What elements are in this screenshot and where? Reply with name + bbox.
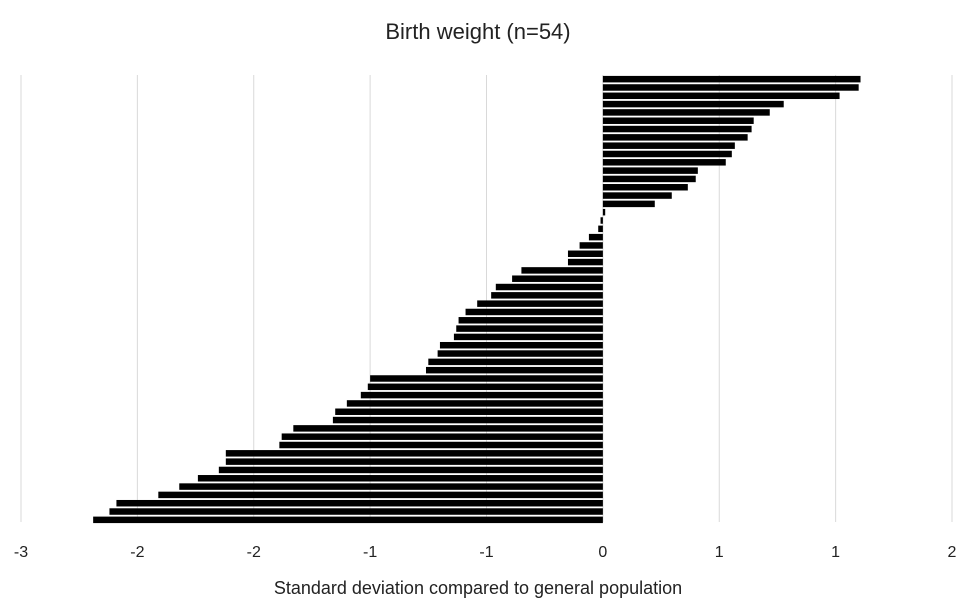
bar (93, 516, 603, 524)
chart-title: Birth weight (n=54) (385, 19, 570, 44)
bar (602, 134, 748, 141)
x-axis-title: Standard deviation compared to general p… (274, 578, 682, 598)
bar (428, 358, 603, 366)
bar (335, 408, 603, 415)
bar (465, 308, 603, 316)
x-tick-label: -1 (363, 544, 377, 561)
bar (281, 433, 603, 440)
bar (197, 475, 603, 482)
bar (456, 325, 603, 332)
bar (602, 117, 754, 124)
x-tick-label: -2 (130, 544, 144, 561)
bar (439, 341, 603, 349)
bar (218, 466, 603, 474)
bar (602, 208, 606, 216)
bar (495, 283, 603, 291)
bar (225, 458, 603, 465)
bar (602, 175, 696, 183)
bar (600, 217, 603, 224)
bar (158, 491, 603, 499)
bar (109, 508, 603, 515)
x-tick-label: 1 (831, 544, 840, 561)
bar (116, 499, 603, 507)
bar (602, 109, 770, 116)
bar (602, 167, 698, 174)
bar (602, 84, 859, 91)
bar (360, 391, 603, 399)
bar (567, 258, 603, 266)
bar (293, 425, 603, 432)
bar (458, 317, 603, 324)
bar (521, 267, 603, 274)
x-tick-label: -1 (479, 544, 493, 561)
bar (453, 333, 603, 341)
bar (579, 242, 603, 249)
bar (370, 375, 603, 382)
bar (567, 250, 603, 258)
bar (512, 275, 603, 282)
x-tick-label: -2 (247, 544, 261, 561)
bar (602, 184, 688, 191)
bar (279, 441, 603, 449)
bar (425, 366, 603, 374)
bar (346, 400, 603, 407)
bar (225, 450, 603, 457)
bar (602, 75, 861, 83)
bar (602, 192, 672, 199)
x-tick-label: 0 (598, 544, 607, 561)
bar (179, 483, 603, 490)
bar (602, 200, 655, 208)
bar (332, 416, 603, 424)
bar (367, 383, 603, 391)
x-tick-label: 2 (948, 544, 957, 561)
bar (602, 92, 840, 100)
bar (491, 292, 603, 299)
bar (602, 142, 735, 149)
x-tick-label: -3 (14, 544, 28, 561)
bar (602, 125, 752, 133)
x-tick-label: 1 (715, 544, 724, 561)
bar (602, 159, 726, 166)
bar (602, 150, 732, 158)
bar (477, 300, 603, 307)
bar (598, 225, 603, 233)
bar (588, 233, 603, 241)
bar (437, 350, 603, 357)
bar (602, 100, 784, 108)
